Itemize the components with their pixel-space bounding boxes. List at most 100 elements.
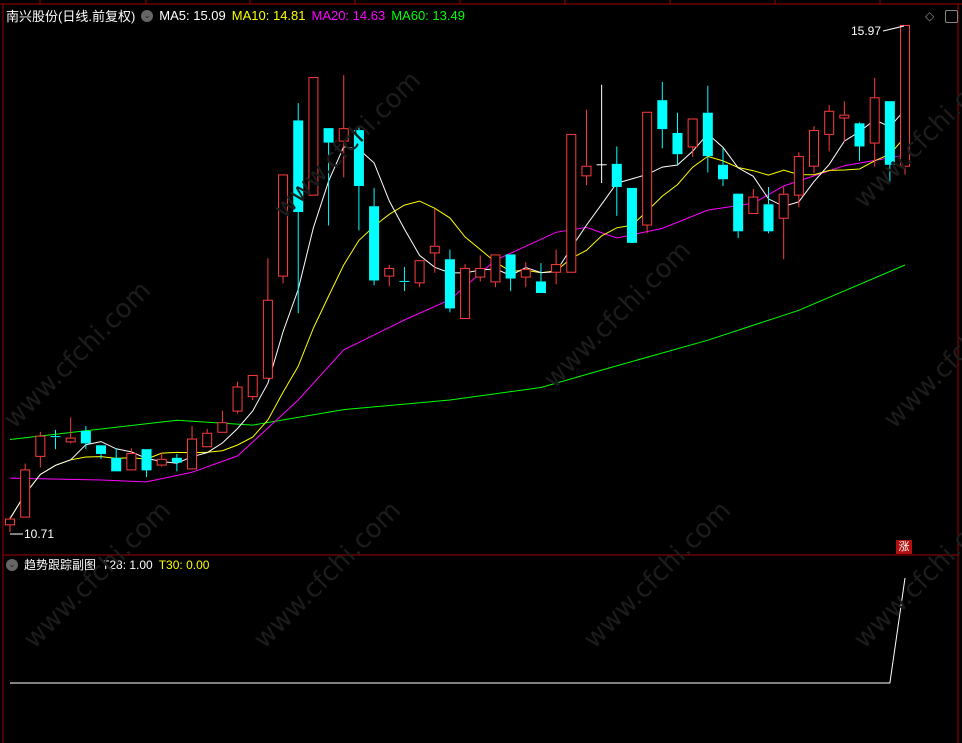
candle [414, 260, 425, 288]
candle [793, 152, 804, 208]
t28-line [10, 577, 906, 684]
candle [611, 146, 622, 216]
candle-body [687, 118, 698, 148]
candle [460, 264, 471, 320]
candle [247, 374, 258, 400]
candle [141, 449, 152, 478]
candle [262, 258, 273, 379]
candle-body [338, 128, 349, 142]
diamond-icon[interactable]: ◇ [925, 9, 935, 23]
high-arrow [882, 25, 905, 32]
candle-body [581, 165, 592, 177]
rise-badge[interactable]: 涨 [896, 540, 912, 554]
candle-body [717, 164, 728, 180]
ma60-line [9, 264, 906, 440]
candle-body [900, 25, 911, 167]
ma5-value: MA5: 15.09 [159, 8, 226, 23]
candle-body [763, 204, 774, 232]
candle [338, 75, 349, 178]
candle [672, 112, 683, 165]
candle [323, 128, 334, 226]
main-chart-header: 南兴股份(日线.前复权) ⌄ MA5: 15.09 MA10: 14.81 MA… [6, 6, 465, 25]
candle-body [414, 260, 425, 284]
candle-body [733, 193, 744, 232]
candle-body [429, 245, 440, 254]
candle [293, 103, 304, 314]
candle [778, 186, 789, 260]
chevron-down-icon[interactable]: ⌄ [141, 9, 154, 22]
candle [839, 101, 850, 142]
candlesticks [5, 25, 911, 533]
candle [126, 448, 137, 471]
candle-body [80, 430, 91, 444]
candle [717, 148, 728, 186]
candle [384, 265, 395, 287]
candle-body [611, 163, 622, 187]
candle-body [293, 120, 304, 213]
low-price-label: 10.71 [24, 527, 54, 541]
candle [809, 126, 820, 174]
candle [96, 445, 107, 459]
candle [733, 193, 744, 239]
candle-body [20, 469, 31, 518]
candle-body [748, 196, 759, 214]
candle [50, 429, 61, 450]
candle-body [809, 130, 820, 167]
candle [5, 516, 15, 533]
candle [884, 101, 895, 184]
candle-body [839, 114, 850, 119]
ma20-value: MA20: 14.63 [311, 8, 386, 23]
ma10-value: MA10: 14.81 [231, 8, 306, 23]
candle-body [65, 437, 76, 443]
candle-body [626, 187, 637, 243]
candle-body [384, 267, 395, 277]
candle-body [353, 130, 364, 186]
candle [232, 381, 243, 414]
t28-value: T28: 1.00 [102, 557, 153, 572]
candle [824, 105, 835, 152]
candle-body [171, 457, 182, 463]
chevron-down-icon[interactable]: ⌄ [6, 558, 18, 571]
candle-body [566, 133, 577, 273]
candle [399, 266, 410, 292]
candle [596, 84, 607, 184]
candle-body [308, 77, 319, 196]
candle [156, 453, 167, 467]
candle [80, 426, 91, 450]
panel-toggle-icon[interactable] [945, 10, 958, 23]
candle-body [187, 438, 198, 470]
candle [763, 186, 774, 234]
candle-body [657, 100, 668, 130]
candle [475, 255, 486, 282]
candle-body [262, 299, 273, 379]
candle-body [551, 264, 562, 273]
candle-body [232, 386, 243, 412]
high-price-label: 15.97 [851, 24, 881, 38]
candle-body [475, 267, 486, 278]
candle-body [247, 374, 258, 398]
candle [566, 133, 577, 273]
candle [20, 463, 31, 518]
subchart-header: ⌄ 趋势跟踪副图 T28: 1.00 T30: 0.00 [6, 556, 209, 573]
candle [657, 81, 668, 149]
candle-body [96, 445, 107, 454]
candle-body [202, 432, 213, 448]
candle-body [444, 259, 455, 309]
candle-body [369, 206, 380, 281]
candle [65, 417, 76, 444]
candle [202, 428, 213, 448]
candle [626, 187, 637, 243]
ma60-value: MA60: 13.49 [391, 8, 465, 23]
candle-body [884, 101, 895, 165]
candle [353, 127, 364, 231]
ma20-line [9, 154, 906, 483]
price-labels: 15.97 10.71 [10, 24, 905, 541]
candle [535, 263, 546, 293]
candle [490, 254, 501, 288]
candle [520, 262, 531, 288]
candle [217, 410, 228, 433]
candle-body [520, 268, 531, 278]
candle-body [217, 422, 228, 433]
